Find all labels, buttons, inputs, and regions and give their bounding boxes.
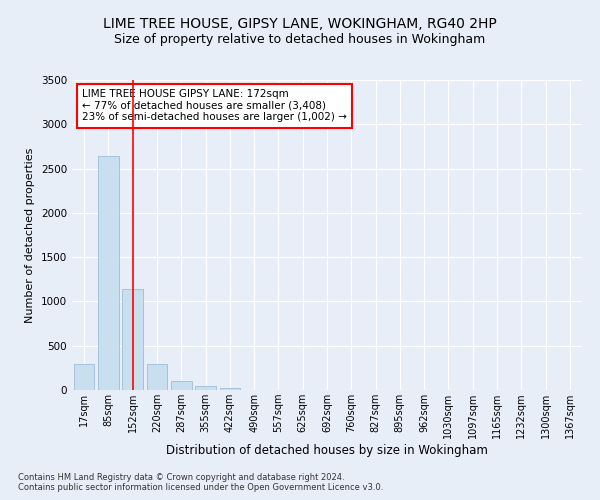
Text: Size of property relative to detached houses in Wokingham: Size of property relative to detached ho…: [115, 32, 485, 46]
Text: LIME TREE HOUSE, GIPSY LANE, WOKINGHAM, RG40 2HP: LIME TREE HOUSE, GIPSY LANE, WOKINGHAM, …: [103, 18, 497, 32]
Text: Contains HM Land Registry data © Crown copyright and database right 2024.: Contains HM Land Registry data © Crown c…: [18, 474, 344, 482]
Bar: [122, 289, 143, 390]
Bar: [171, 381, 191, 390]
Text: Contains public sector information licensed under the Open Government Licence v3: Contains public sector information licen…: [18, 484, 383, 492]
X-axis label: Distribution of detached houses by size in Wokingham: Distribution of detached houses by size …: [166, 444, 488, 457]
Bar: [220, 388, 240, 390]
Bar: [146, 364, 167, 390]
Bar: [98, 156, 119, 390]
Text: LIME TREE HOUSE GIPSY LANE: 172sqm
← 77% of detached houses are smaller (3,408)
: LIME TREE HOUSE GIPSY LANE: 172sqm ← 77%…: [82, 90, 347, 122]
Bar: [74, 364, 94, 390]
Bar: [195, 386, 216, 390]
Y-axis label: Number of detached properties: Number of detached properties: [25, 148, 35, 322]
